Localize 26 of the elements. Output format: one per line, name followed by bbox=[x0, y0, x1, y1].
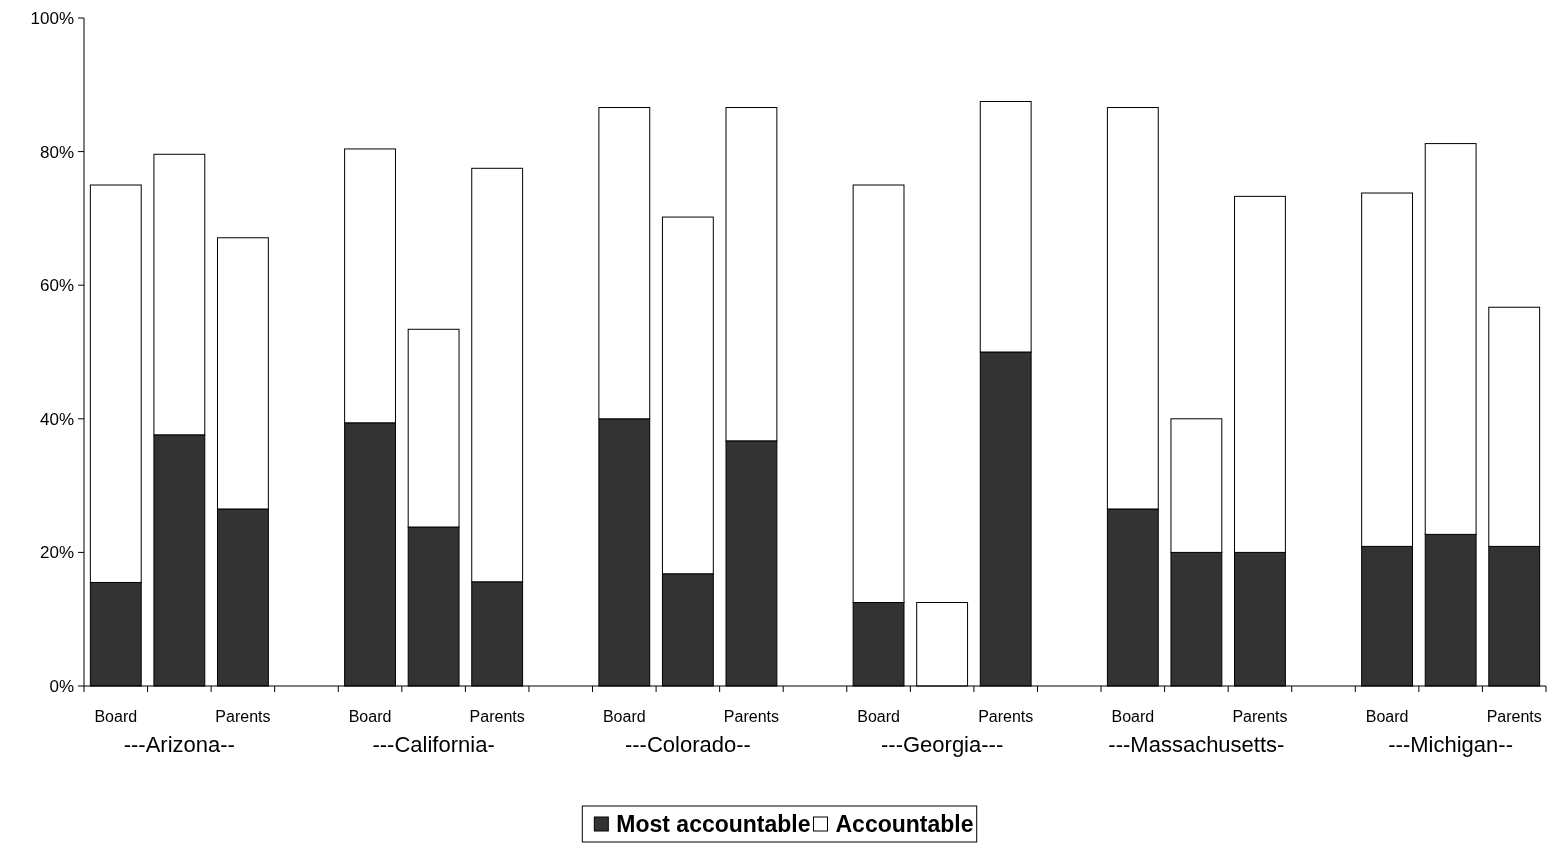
x-tick-label: Parents bbox=[469, 708, 525, 725]
x-tick-label: Board bbox=[602, 708, 646, 725]
legend-label: Accountable bbox=[835, 811, 974, 838]
y-tick-label: 60% bbox=[39, 276, 74, 296]
y-tick-label: 0% bbox=[49, 676, 74, 696]
x-tick-label: Parents bbox=[215, 708, 271, 725]
text: ---Georgia--- bbox=[881, 732, 1004, 757]
x-tick-label: Parents bbox=[1232, 708, 1288, 725]
x-tick-label: Board bbox=[857, 708, 900, 725]
x-tick-label: Board bbox=[94, 708, 138, 725]
x-tick-label: Parents bbox=[723, 708, 780, 725]
x-tick-label: Board bbox=[1111, 708, 1155, 725]
text: ---Arizona-- bbox=[123, 732, 235, 757]
x-tick-label: Parents bbox=[978, 708, 1034, 725]
legend-label: Most accountable bbox=[616, 811, 811, 838]
text: ---Michigan-- bbox=[1388, 732, 1513, 757]
text: ---Colorado-- bbox=[624, 732, 751, 757]
text: ---Massachusetts- bbox=[1108, 732, 1285, 757]
y-tick-label: 20% bbox=[39, 543, 74, 563]
y-tick-label: 100% bbox=[30, 8, 74, 28]
text: ---California- bbox=[372, 732, 495, 757]
x-tick-label: Board bbox=[348, 708, 392, 725]
y-tick-label: 40% bbox=[39, 409, 74, 429]
x-tick-label: Board bbox=[1365, 708, 1409, 725]
x-tick-label: Parents bbox=[1486, 708, 1542, 725]
y-tick-label: 80% bbox=[39, 142, 74, 162]
